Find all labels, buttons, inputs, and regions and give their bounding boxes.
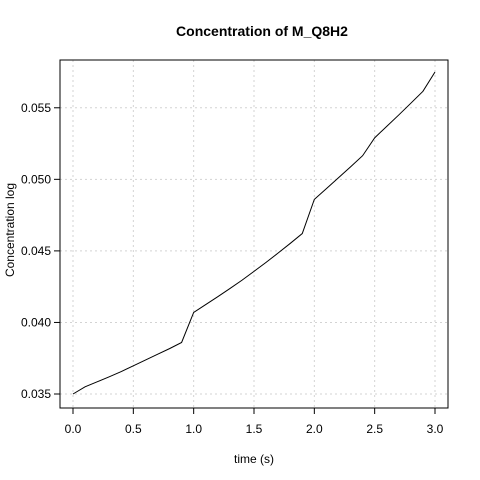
x-tick-label: 0.5 (125, 422, 142, 436)
x-tick-label: 1.5 (246, 422, 263, 436)
x-tick-label: 0.0 (65, 422, 82, 436)
x-tick-label: 2.5 (366, 422, 383, 436)
y-tick-label: 0.045 (21, 244, 51, 258)
x-tick-label: 2.0 (306, 422, 323, 436)
y-axis-label: Concentration log (3, 183, 17, 277)
y-axis: 0.035 0.040 0.045 0.050 0.055 (21, 101, 60, 401)
grid (60, 60, 448, 408)
y-tick-label: 0.035 (21, 387, 51, 401)
y-tick-label: 0.055 (21, 101, 51, 115)
x-tick-label: 1.0 (185, 422, 202, 436)
x-tick-label: 3.0 (427, 422, 444, 436)
x-axis: 0.0 0.5 1.0 1.5 2.0 2.5 3.0 (65, 408, 444, 436)
y-tick-label: 0.050 (21, 172, 51, 186)
y-tick-label: 0.040 (21, 315, 51, 329)
chart-title: Concentration of M_Q8H2 (176, 23, 348, 39)
x-axis-label: time (s) (234, 452, 274, 466)
